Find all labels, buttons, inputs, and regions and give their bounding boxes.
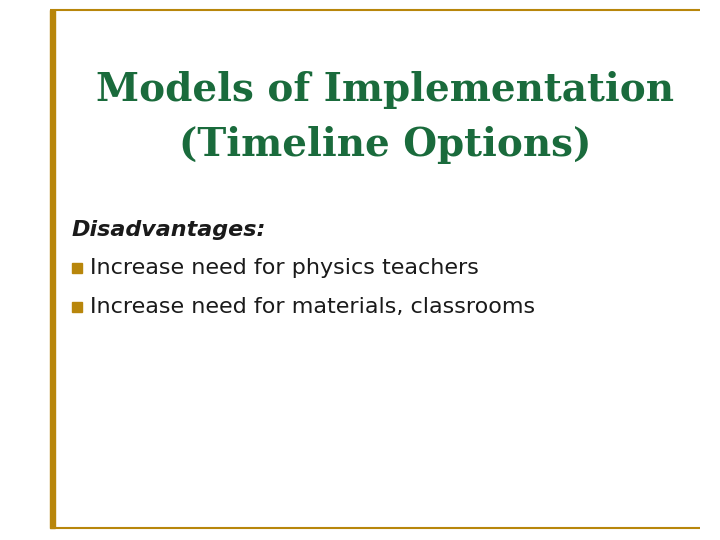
- Text: Models of Implementation: Models of Implementation: [96, 71, 674, 109]
- Bar: [72, 302, 82, 312]
- Text: (Timeline Options): (Timeline Options): [179, 126, 591, 164]
- Text: Increase need for physics teachers: Increase need for physics teachers: [90, 258, 479, 278]
- Text: Disadvantages:: Disadvantages:: [72, 220, 266, 240]
- Text: Increase need for materials, classrooms: Increase need for materials, classrooms: [90, 297, 535, 317]
- Bar: [72, 263, 82, 273]
- Bar: [50, 10, 55, 528]
